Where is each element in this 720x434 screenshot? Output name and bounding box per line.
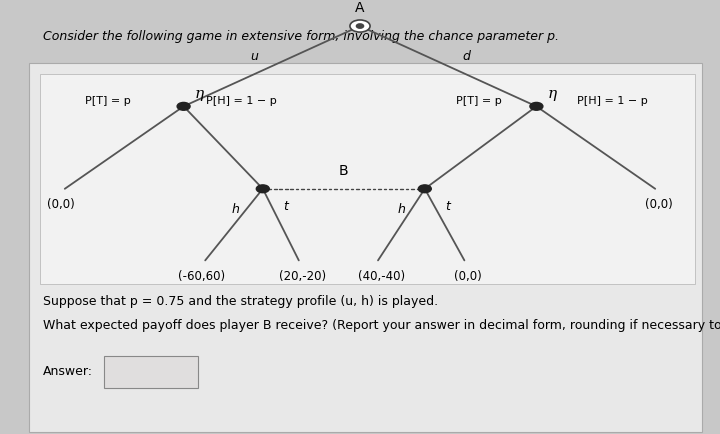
Text: t: t xyxy=(446,201,450,214)
Text: (40,-40): (40,-40) xyxy=(358,270,405,283)
Bar xyxy=(104,356,198,388)
Text: d: d xyxy=(462,49,470,62)
Text: Suppose that p = 0.75 and the strategy profile (u, h) is played.: Suppose that p = 0.75 and the strategy p… xyxy=(43,295,438,308)
Text: P[T] = p: P[T] = p xyxy=(85,96,131,106)
Text: (0,0): (0,0) xyxy=(454,270,482,283)
Circle shape xyxy=(177,102,190,110)
Text: (0,0): (0,0) xyxy=(645,198,672,211)
Circle shape xyxy=(356,24,364,28)
Text: What expected payoff does player B receive? (Report your answer in decimal form,: What expected payoff does player B recei… xyxy=(43,319,720,332)
Text: (20,-20): (20,-20) xyxy=(279,270,326,283)
Text: u: u xyxy=(250,49,258,62)
Circle shape xyxy=(350,20,370,32)
Bar xyxy=(40,74,695,284)
Text: h: h xyxy=(232,203,239,216)
Text: A: A xyxy=(355,1,365,15)
Text: (0,0): (0,0) xyxy=(48,198,75,211)
Text: P[H] = 1 − p: P[H] = 1 − p xyxy=(577,96,647,106)
Text: P[T] = p: P[T] = p xyxy=(456,96,502,106)
Circle shape xyxy=(530,102,543,110)
Circle shape xyxy=(418,185,431,193)
Text: h: h xyxy=(397,203,405,216)
Text: t: t xyxy=(284,201,288,214)
Text: Consider the following game in extensive form, involving the chance parameter p.: Consider the following game in extensive… xyxy=(43,30,559,43)
Text: P[H] = 1 − p: P[H] = 1 − p xyxy=(206,96,276,106)
Circle shape xyxy=(256,185,269,193)
Text: B: B xyxy=(339,164,348,178)
Text: η: η xyxy=(548,87,557,101)
Text: η: η xyxy=(195,87,204,101)
Text: Answer:: Answer: xyxy=(43,365,93,378)
Bar xyxy=(29,63,702,432)
Text: (-60,60): (-60,60) xyxy=(178,270,225,283)
